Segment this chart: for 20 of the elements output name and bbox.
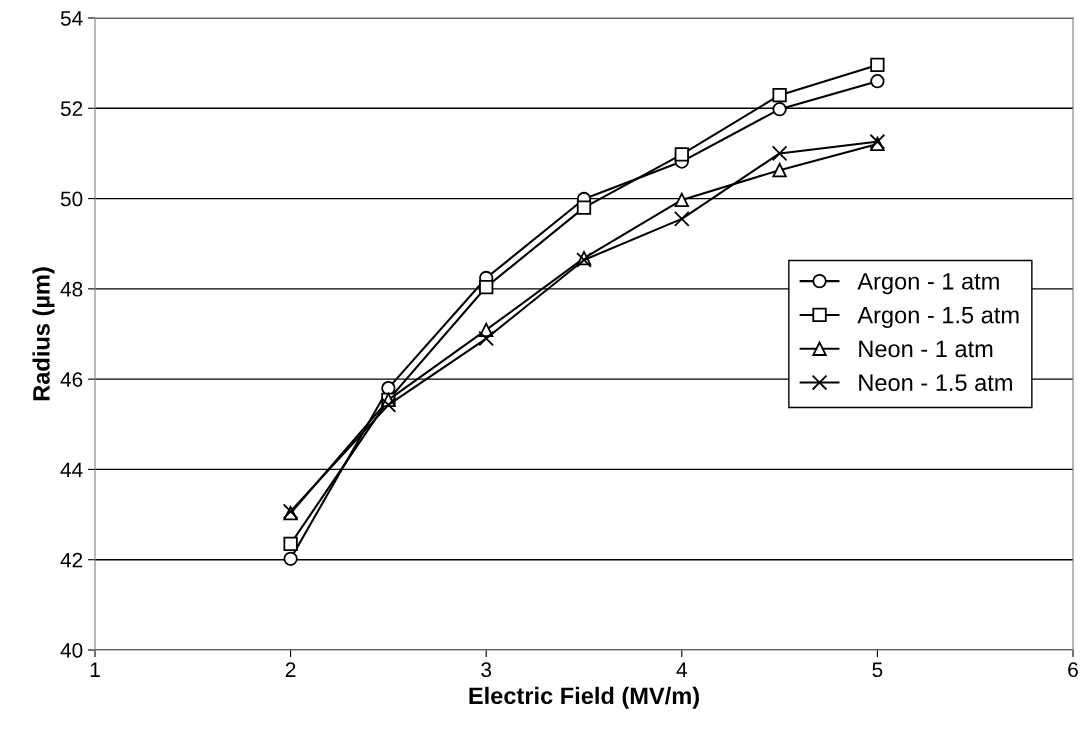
y-tick-label: 40 bbox=[60, 643, 83, 658]
x-tick-label: 6 bbox=[1068, 662, 1078, 678]
x-tick-label: 1 bbox=[90, 662, 100, 677]
y-tick-label: 54 bbox=[60, 11, 83, 26]
y-tick-label: 44 bbox=[60, 462, 83, 477]
x-tick-label: 3 bbox=[481, 662, 492, 678]
y-tick-label: 42 bbox=[60, 552, 83, 568]
legend-label: Neon - 1 atm bbox=[859, 340, 993, 358]
legend-label: Argon - 1.5 atm bbox=[857, 306, 1019, 329]
x-tick-label: 4 bbox=[676, 662, 687, 677]
x-tick-label: 5 bbox=[872, 662, 883, 678]
y-tick-label: 50 bbox=[60, 191, 83, 207]
legend-label: Neon - 1.5 atm bbox=[859, 374, 1012, 392]
x-tick-label: 2 bbox=[285, 662, 296, 677]
y-axis-title: Radius (µm) bbox=[32, 267, 55, 401]
y-tick-label: 52 bbox=[60, 101, 83, 117]
y-tick-label: 46 bbox=[60, 372, 83, 387]
x-axis-title: Electric Field (MV/m) bbox=[469, 686, 699, 709]
legend-label: Argon - 1 atm bbox=[857, 273, 999, 295]
y-tick-label: 48 bbox=[60, 281, 83, 297]
